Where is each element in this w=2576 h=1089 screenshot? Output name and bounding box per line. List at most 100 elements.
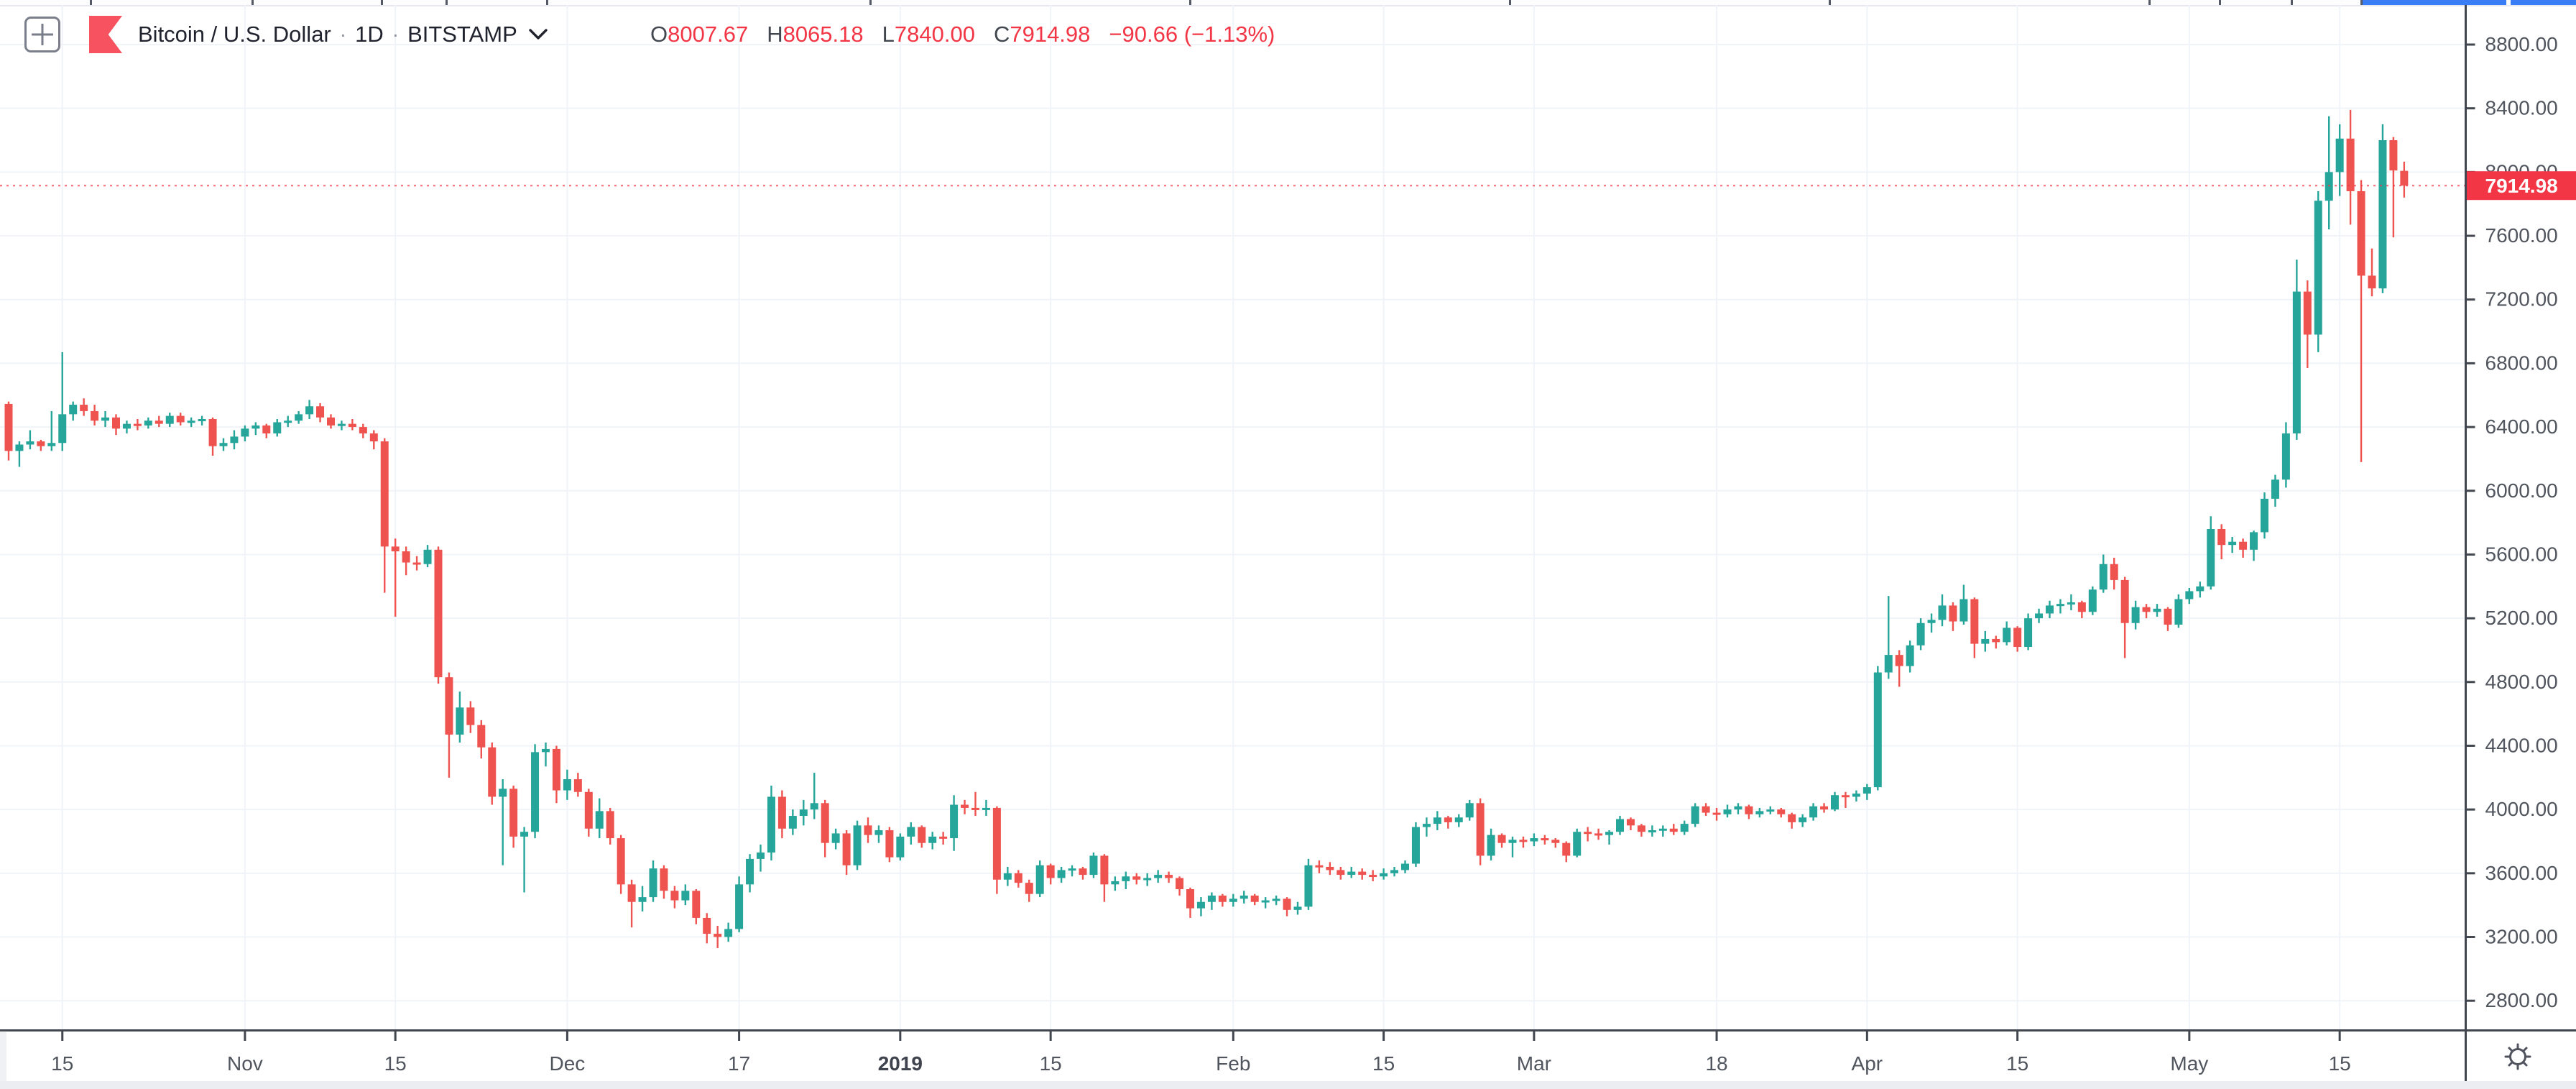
candle xyxy=(2024,613,2033,651)
candle xyxy=(1992,635,2000,649)
candle xyxy=(735,876,744,932)
candle xyxy=(606,807,614,845)
candle xyxy=(1454,814,1463,827)
candle xyxy=(1025,879,1033,902)
candle xyxy=(359,423,367,438)
candle xyxy=(1229,893,1237,907)
candle xyxy=(1712,807,1721,821)
candle xyxy=(1337,866,1345,880)
bottom-left-corner xyxy=(0,1032,6,1081)
candle xyxy=(1616,816,1624,835)
candle xyxy=(219,438,228,451)
candle xyxy=(2325,116,2333,230)
candle xyxy=(2035,608,2044,623)
timezone-settings-button[interactable] xyxy=(2492,1038,2544,1075)
candle xyxy=(412,556,421,571)
candle xyxy=(1508,836,1517,858)
candle xyxy=(1497,833,1506,848)
candle xyxy=(391,538,400,617)
candle xyxy=(2357,180,2365,462)
candle xyxy=(885,827,894,863)
candle xyxy=(305,400,314,419)
candle xyxy=(1584,827,1592,842)
candle xyxy=(198,415,206,426)
candle xyxy=(2110,557,2118,590)
separator-dot: · xyxy=(339,23,347,45)
candle xyxy=(1261,897,1270,909)
candle xyxy=(1551,838,1560,848)
candle xyxy=(777,790,786,839)
candle xyxy=(369,430,378,450)
last-price-value: 7914.98 xyxy=(2485,175,2558,197)
candle xyxy=(208,417,217,456)
time-axis-label: May xyxy=(2170,1052,2208,1075)
price-axis[interactable]: 8800.008400.008000.007600.007200.006800.… xyxy=(2465,33,2558,1011)
candle xyxy=(681,884,690,906)
candle xyxy=(821,799,829,858)
candle xyxy=(58,351,67,451)
price-axis-label: 4800.00 xyxy=(2485,671,2558,693)
candle xyxy=(380,438,389,593)
candle xyxy=(295,410,303,424)
candle xyxy=(1755,807,1764,818)
candle xyxy=(1154,870,1163,883)
add-compare-button[interactable] xyxy=(24,17,60,52)
candle xyxy=(961,799,969,814)
candle xyxy=(2346,109,2355,225)
candle xyxy=(982,799,990,817)
candle xyxy=(1884,596,1893,679)
high-value: 8065.18 xyxy=(783,22,864,47)
time-axis-label: Apr xyxy=(1852,1052,1883,1075)
candle xyxy=(2142,604,2151,619)
candle xyxy=(1465,799,1474,821)
candle xyxy=(1165,871,1173,883)
candle xyxy=(1959,584,1968,625)
candle xyxy=(262,423,271,438)
top-strip-divider xyxy=(2219,0,2221,5)
candle xyxy=(2389,137,2398,238)
candle xyxy=(1122,871,1130,890)
candle xyxy=(1283,897,1291,916)
candle xyxy=(26,430,34,450)
candle xyxy=(1541,835,1549,845)
time-axis-label: Dec xyxy=(550,1052,586,1075)
top-strip-divider xyxy=(2291,0,2293,5)
top-strip-divider xyxy=(546,0,548,5)
candle xyxy=(1132,873,1141,885)
candle xyxy=(563,769,571,800)
candle xyxy=(1648,825,1656,837)
time-axis-label: 2019 xyxy=(878,1052,923,1075)
candle xyxy=(1014,870,1022,888)
candle xyxy=(1304,858,1313,910)
top-strip-divider xyxy=(446,0,448,5)
time-axis[interactable]: 15 Nov 15 Dec 17 2019 15 Feb 15 Mar 18 Apr 15 May 15 xyxy=(51,1031,2351,1075)
candle xyxy=(1326,862,1334,876)
candle xyxy=(2056,599,2064,614)
price-axis-label: 3600.00 xyxy=(2485,862,2558,884)
candle xyxy=(1852,790,1860,802)
candle xyxy=(165,413,174,428)
candle xyxy=(1390,866,1399,877)
candle xyxy=(1487,828,1495,861)
candle xyxy=(2271,474,2279,507)
candle xyxy=(2207,516,2215,590)
candle xyxy=(950,795,959,851)
candle xyxy=(1444,816,1452,829)
candle xyxy=(896,833,905,861)
candle xyxy=(2046,600,2054,619)
candle xyxy=(69,401,78,421)
top-strip-blue-segment xyxy=(2511,0,2576,5)
price-axis-label: 7600.00 xyxy=(2485,224,2558,247)
symbol-button[interactable]: Bitcoin / U.S. Dollar · 1D · BITSTAMP xyxy=(89,16,549,53)
candle xyxy=(907,822,915,845)
candle xyxy=(1680,820,1689,835)
candle xyxy=(112,414,120,436)
last-price-label[interactable]: 7914.98 xyxy=(2467,171,2576,201)
candle xyxy=(2174,594,2183,628)
candle xyxy=(853,820,862,870)
time-axis-label: 17 xyxy=(728,1052,750,1075)
candle xyxy=(1637,824,1645,837)
candle xyxy=(2196,582,2205,598)
candle xyxy=(1207,892,1216,910)
